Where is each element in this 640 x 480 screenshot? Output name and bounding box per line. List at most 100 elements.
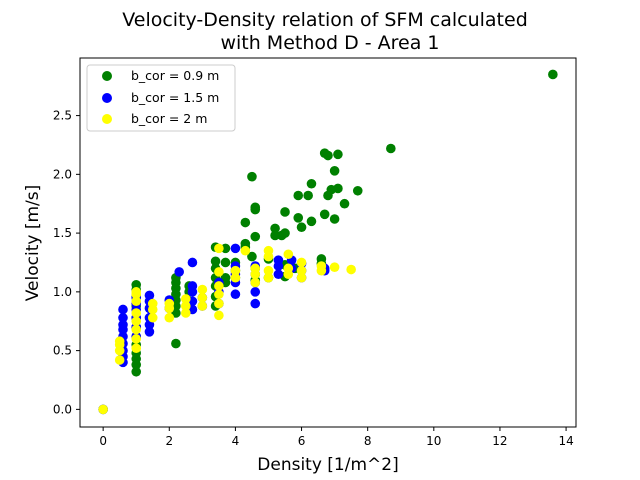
x-tick-label: 14 [558,434,573,448]
data-point [263,265,274,276]
data-point [270,223,280,234]
chart-title-line-2: with Method D - Area 1 [220,32,439,54]
data-point [250,263,261,274]
legend-marker-1.5m [102,93,112,103]
data-point [329,262,340,272]
x-tick-label: 6 [298,434,306,448]
data-point [114,355,125,365]
y-tick-label: 2.5 [53,109,72,123]
data-point [131,280,142,290]
data-point [220,257,231,268]
data-point [240,238,251,249]
data-point [230,289,241,300]
data-point [283,263,294,274]
data-point [131,308,142,318]
data-point [210,256,221,267]
data-point [174,267,184,277]
data-point [214,243,224,254]
legend: b_cor = 0.9 m b_cor = 1.5 m b_cor = 2 m [86,64,236,132]
data-point [283,249,294,260]
data-point [306,178,317,189]
data-point [187,281,198,291]
data-point [339,198,350,209]
legend-marker-2m [102,114,112,124]
data-point [250,287,261,297]
data-point [144,327,155,337]
chart-title-line-1: Velocity-Density relation of SFM calcula… [122,9,528,31]
data-point [131,324,142,335]
data-point [131,287,142,297]
data-point [220,272,231,283]
data-point [293,213,304,223]
plot-frame [79,57,577,428]
data-point [247,171,257,182]
data-point [164,312,175,323]
data-point [296,257,307,268]
x-tick-label: 2 [165,434,173,448]
data-point [263,245,274,256]
data-point [197,292,208,303]
data-point [250,202,261,213]
data-point [293,190,304,201]
data-point [147,312,158,323]
data-point [333,149,343,160]
data-point [250,231,261,242]
data-point [346,264,356,275]
data-point [230,265,241,276]
data-point [131,334,142,344]
legend-label-0.9m: b_cor = 0.9 m [131,68,219,83]
data-point [118,304,128,315]
data-point [247,251,257,262]
x-axis-label: Density [1/m^2] [257,455,398,475]
axis-ticks: 0 2 4 6 8 10 12 14 0.0 0.5 1.0 1.5 2.0 2.5 [53,109,574,448]
data-point [303,190,313,201]
data-point [352,185,363,196]
legend-marker-0.9m [102,71,112,81]
data-point [548,69,558,80]
data-point [250,298,261,309]
data-point [280,228,290,238]
data-point [187,257,198,268]
legend-box [86,64,236,132]
x-tick-label: 12 [492,434,507,448]
data-point [98,404,108,415]
data-point [240,217,251,228]
y-tick-label: 0.0 [53,402,72,416]
data-point [197,301,208,311]
data-point [164,298,175,309]
data-point [333,183,343,194]
data-points [98,69,558,415]
data-point [230,272,241,283]
data-point [147,298,158,309]
data-point [131,366,142,377]
data-point [220,243,231,254]
data-point [250,277,261,288]
y-tick-label: 1.0 [53,285,72,299]
y-tick-label: 1.5 [53,226,72,240]
data-point [329,214,340,224]
data-point [296,222,307,233]
data-point [214,298,224,309]
data-point [230,243,241,254]
series-2m [98,243,356,415]
data-point [131,343,142,354]
x-tick-label: 8 [364,434,372,448]
data-point [270,230,280,241]
data-point [214,310,224,321]
data-point [296,272,307,283]
data-point [316,261,327,271]
data-point [144,290,155,301]
data-point [131,296,142,307]
data-point [197,284,208,295]
data-point [263,272,274,283]
data-point [181,301,191,311]
y-axis-label: Velocity [m/s] [23,185,43,302]
y-tick-label: 2.0 [53,167,72,181]
data-point [316,254,327,264]
data-point [214,281,224,291]
legend-label-2m: b_cor = 2 m [131,111,207,126]
data-point [329,166,340,176]
data-point [214,267,224,277]
y-tick-label: 0.5 [53,344,72,358]
